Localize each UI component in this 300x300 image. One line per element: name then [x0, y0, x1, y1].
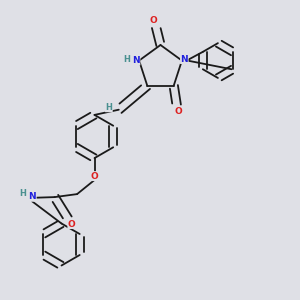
- Text: H: H: [20, 189, 26, 198]
- Text: O: O: [68, 220, 76, 229]
- Text: N: N: [181, 55, 188, 64]
- Text: N: N: [132, 56, 140, 65]
- Text: O: O: [174, 107, 182, 116]
- Text: H: H: [123, 55, 130, 64]
- Text: O: O: [150, 16, 158, 25]
- Text: N: N: [28, 192, 36, 201]
- Text: O: O: [91, 172, 98, 181]
- Text: H: H: [105, 103, 112, 112]
